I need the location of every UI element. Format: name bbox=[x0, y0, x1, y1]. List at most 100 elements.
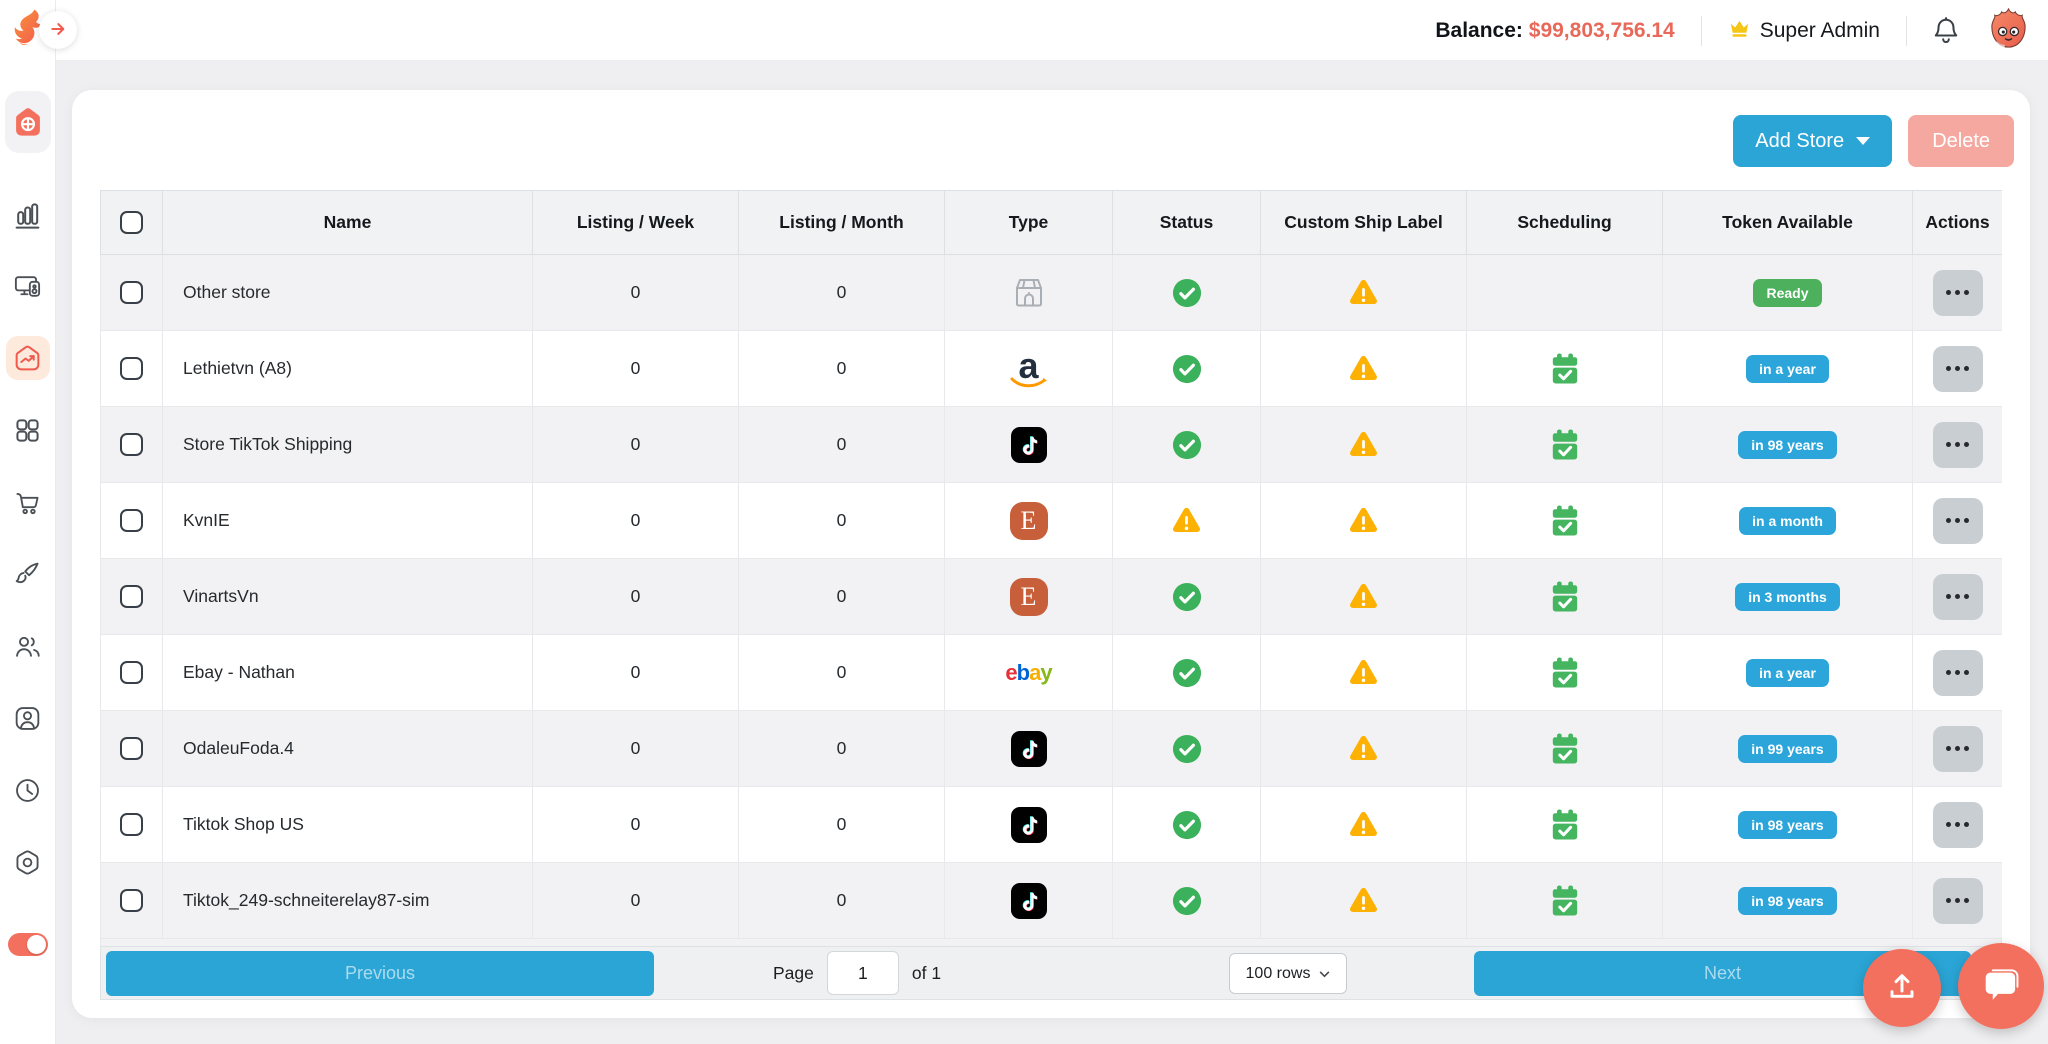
row-actions-button[interactable] bbox=[1932, 269, 1983, 316]
custom-ship-label-cell bbox=[1260, 254, 1467, 331]
row-actions-button[interactable] bbox=[1932, 725, 1983, 772]
sidebar-item-cart[interactable] bbox=[6, 480, 50, 524]
token-cell: in 98 years bbox=[1662, 406, 1913, 483]
chat-fab-button[interactable] bbox=[1958, 943, 2044, 1029]
sidebar-item-sales-trend[interactable] bbox=[5, 336, 50, 380]
row-actions-button[interactable] bbox=[1932, 345, 1983, 392]
listing-month-value: 0 bbox=[836, 738, 847, 758]
sidebar-item-home-dashboard[interactable] bbox=[4, 91, 51, 153]
row-actions-button[interactable] bbox=[1932, 649, 1983, 696]
sidebar-item-history-clock[interactable] bbox=[6, 768, 50, 812]
listing-month-value: 0 bbox=[836, 586, 847, 606]
sidebar bbox=[0, 0, 56, 1044]
checkbox-cell bbox=[100, 406, 163, 483]
page-number-input[interactable] bbox=[826, 951, 899, 995]
calendar-check-icon bbox=[1550, 809, 1580, 840]
check-circle-icon bbox=[1172, 278, 1202, 307]
chevron-down-icon bbox=[1319, 965, 1330, 983]
table-row: Other store 0 0 Ready bbox=[100, 254, 2002, 331]
name-cell: Tiktok Shop US bbox=[162, 786, 533, 863]
row-checkbox[interactable] bbox=[120, 281, 143, 304]
warning-icon bbox=[1347, 887, 1380, 912]
tiktok-icon bbox=[1010, 730, 1047, 767]
row-checkbox[interactable] bbox=[120, 433, 143, 456]
sidebar-item-team-users[interactable] bbox=[6, 624, 50, 668]
checkbox-cell bbox=[100, 482, 163, 559]
sidebar-item-theme-toggle[interactable] bbox=[6, 922, 50, 966]
actions-cell bbox=[1912, 710, 2002, 787]
user-avatar[interactable] bbox=[1985, 6, 2032, 56]
crown-icon bbox=[1728, 18, 1751, 44]
row-actions-button[interactable] bbox=[1932, 573, 1983, 620]
listing-month-cell: 0 bbox=[738, 330, 945, 407]
sidebar-collapse-button[interactable] bbox=[39, 11, 77, 49]
row-actions-button[interactable] bbox=[1932, 801, 1983, 848]
column-header-listing-month: Listing / Month bbox=[738, 190, 945, 255]
row-actions-button[interactable] bbox=[1932, 877, 1983, 924]
theme-toggle[interactable] bbox=[7, 932, 48, 956]
type-cell bbox=[944, 862, 1113, 939]
etsy-icon: E bbox=[1009, 577, 1048, 616]
bar-chart-icon bbox=[12, 199, 43, 230]
add-store-button[interactable]: Add Store bbox=[1733, 115, 1893, 167]
calendar-check-icon bbox=[1550, 429, 1580, 460]
custom-ship-label-cell bbox=[1260, 406, 1467, 483]
previous-page-button[interactable]: Previous bbox=[106, 951, 654, 996]
listing-month-value: 0 bbox=[836, 890, 847, 910]
row-actions-button[interactable] bbox=[1932, 497, 1983, 544]
row-checkbox[interactable] bbox=[120, 509, 143, 532]
sales-trend-icon bbox=[12, 343, 43, 374]
warning-icon bbox=[1347, 811, 1380, 836]
select-all-checkbox[interactable] bbox=[120, 211, 143, 234]
apps-grid-icon bbox=[12, 415, 43, 446]
rows-per-page-select[interactable]: 100 rows bbox=[1229, 953, 1347, 994]
row-checkbox[interactable] bbox=[120, 357, 143, 380]
warning-icon bbox=[1347, 279, 1380, 304]
upload-fab-button[interactable] bbox=[1863, 949, 1941, 1027]
name-cell: Other store bbox=[162, 254, 533, 331]
store-name: Other store bbox=[183, 282, 271, 302]
custom-ship-label-cell bbox=[1260, 558, 1467, 635]
calendar-check-icon bbox=[1550, 733, 1580, 764]
sidebar-item-apps-grid[interactable] bbox=[6, 408, 50, 452]
calendar-check-icon bbox=[1550, 505, 1580, 536]
listing-week-value: 0 bbox=[630, 738, 641, 758]
status-cell bbox=[1112, 330, 1261, 407]
notifications-button[interactable] bbox=[1933, 15, 1959, 47]
token-badge: in a month bbox=[1739, 506, 1836, 535]
check-circle-icon bbox=[1172, 734, 1202, 763]
topbar-divider bbox=[1906, 15, 1907, 46]
sidebar-item-bar-chart[interactable] bbox=[6, 192, 50, 236]
scheduling-cell bbox=[1466, 482, 1663, 559]
token-cell: in a month bbox=[1662, 482, 1913, 559]
scheduling-cell bbox=[1466, 786, 1663, 863]
table-row: Tiktok_249-schneiterelay87-sim 0 0 in 98 ye… bbox=[100, 862, 2002, 939]
listing-week-cell: 0 bbox=[532, 330, 739, 407]
check-circle-icon bbox=[1172, 582, 1202, 611]
actions-cell bbox=[1912, 406, 2002, 483]
token-badge: in 98 years bbox=[1738, 886, 1837, 915]
status-cell bbox=[1112, 634, 1261, 711]
row-checkbox[interactable] bbox=[120, 813, 143, 836]
row-checkbox[interactable] bbox=[120, 585, 143, 608]
delete-button[interactable]: Delete bbox=[1908, 115, 2014, 167]
row-checkbox[interactable] bbox=[120, 889, 143, 912]
row-actions-button[interactable] bbox=[1932, 421, 1983, 468]
row-checkbox[interactable] bbox=[120, 661, 143, 684]
sidebar-item-account-card[interactable] bbox=[6, 696, 50, 740]
calendar-check-icon bbox=[1550, 581, 1580, 612]
ebay-icon: ebay bbox=[1005, 659, 1052, 685]
warning-icon bbox=[1170, 507, 1203, 532]
row-checkbox[interactable] bbox=[120, 737, 143, 760]
token-cell: in 98 years bbox=[1662, 786, 1913, 863]
warning-icon bbox=[1347, 659, 1380, 684]
token-badge: in a year bbox=[1746, 354, 1829, 383]
sidebar-item-design-brush[interactable] bbox=[6, 552, 50, 596]
sidebar-item-devices[interactable] bbox=[6, 264, 50, 308]
app-logo-flame-icon bbox=[7, 6, 49, 55]
sidebar-item-settings[interactable] bbox=[6, 840, 50, 884]
checkbox-cell bbox=[100, 634, 163, 711]
listing-week-cell: 0 bbox=[532, 482, 739, 559]
table-row: OdaleuFoda.4 0 0 in 99 years bbox=[100, 710, 2002, 787]
